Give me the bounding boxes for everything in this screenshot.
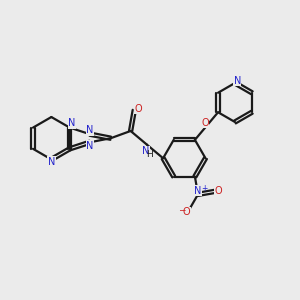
Text: O: O <box>134 103 142 114</box>
Text: O: O <box>214 187 222 196</box>
Text: N: N <box>86 125 94 135</box>
Text: −: − <box>178 206 185 214</box>
Text: O: O <box>183 207 190 217</box>
Text: N: N <box>234 76 241 85</box>
Text: N: N <box>142 146 149 156</box>
Text: O: O <box>201 118 209 128</box>
Text: +: + <box>201 184 207 193</box>
Text: N: N <box>86 141 94 151</box>
Text: H: H <box>146 149 153 158</box>
Text: N: N <box>194 186 202 196</box>
Text: N: N <box>68 118 76 128</box>
Text: N: N <box>48 157 55 167</box>
